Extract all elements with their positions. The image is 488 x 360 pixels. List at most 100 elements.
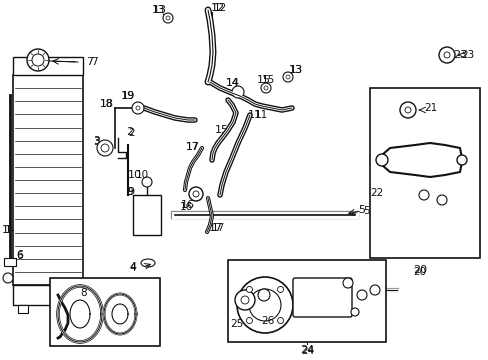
Circle shape [3,273,13,283]
Text: 13: 13 [151,5,164,15]
Text: 23: 23 [452,50,466,60]
Circle shape [248,289,281,321]
Circle shape [237,277,292,333]
Circle shape [241,296,248,304]
Text: 10: 10 [128,170,142,180]
Text: 25: 25 [230,319,243,329]
Bar [227,260,385,342]
Text: 17: 17 [208,223,223,233]
Circle shape [350,308,358,316]
Bar [133,195,161,235]
Circle shape [101,144,109,152]
Text: 22: 22 [369,188,383,198]
Circle shape [136,106,140,110]
Text: 16: 16 [179,202,192,212]
Text: 2: 2 [126,127,133,137]
Circle shape [456,155,466,165]
Text: 16: 16 [181,200,195,210]
Text: 8: 8 [81,288,88,298]
Circle shape [443,52,449,58]
Circle shape [285,75,289,79]
Circle shape [399,102,415,118]
Text: 15: 15 [257,75,270,85]
FancyBboxPatch shape [292,278,351,317]
Text: 7: 7 [91,57,98,67]
Text: 8: 8 [81,288,87,298]
Text: 22: 22 [370,187,385,197]
Circle shape [163,13,173,23]
Text: 26: 26 [261,316,274,326]
Text: 5: 5 [362,206,369,216]
Bar [4,258,16,266]
Text: 14: 14 [225,78,238,88]
Text: 17: 17 [185,142,200,152]
Ellipse shape [141,259,155,267]
Text: 13: 13 [288,65,303,75]
Text: 19: 19 [121,91,134,101]
Text: 13: 13 [153,5,167,15]
Text: 21: 21 [415,103,429,113]
Text: 4: 4 [129,262,136,272]
Text: 24: 24 [301,346,314,356]
Text: 11: 11 [254,110,268,120]
Circle shape [189,187,203,201]
Circle shape [418,190,428,200]
Text: 19: 19 [121,91,135,101]
Text: 26: 26 [261,315,274,325]
Circle shape [436,195,446,205]
Bar [50,278,160,346]
Circle shape [342,278,352,288]
Circle shape [356,290,366,300]
Text: 20: 20 [412,265,426,275]
Text: 3: 3 [93,136,99,146]
Bar [65,305,75,313]
Text: 6: 6 [17,250,23,260]
Circle shape [277,318,283,324]
Circle shape [27,49,49,71]
Text: 17: 17 [211,223,224,233]
Circle shape [438,47,454,63]
Circle shape [193,191,199,197]
Text: 12: 12 [213,3,226,13]
Bar [13,285,83,305]
Text: 18: 18 [99,99,112,109]
Circle shape [165,16,170,20]
Text: 24: 24 [299,345,313,355]
Text: 13: 13 [289,65,302,75]
Text: 1: 1 [5,225,11,235]
Circle shape [97,140,113,156]
Circle shape [283,72,292,82]
Text: 9: 9 [126,187,133,197]
Text: 4: 4 [129,263,136,273]
Circle shape [235,290,254,310]
Text: 17: 17 [185,142,198,152]
Circle shape [375,154,387,166]
Circle shape [277,287,283,292]
Circle shape [258,289,269,301]
Circle shape [404,107,410,113]
Circle shape [231,86,244,98]
Circle shape [246,318,252,324]
Text: 25: 25 [230,318,244,328]
Circle shape [32,54,44,66]
Circle shape [261,83,270,93]
Circle shape [369,285,379,295]
Text: 12: 12 [210,3,224,13]
Bar [13,75,83,285]
Text: 21: 21 [423,103,436,113]
Text: 3: 3 [93,137,101,147]
Text: 10: 10 [136,170,149,180]
Text: 23: 23 [460,50,473,60]
Bar [13,57,83,75]
Text: 15: 15 [261,75,274,85]
Text: 9: 9 [127,187,134,197]
Text: 1: 1 [1,225,8,235]
Text: 11: 11 [247,110,262,120]
Bar [18,305,28,313]
Text: 18: 18 [100,99,114,109]
Text: 7: 7 [86,57,93,67]
Text: 6: 6 [17,251,23,261]
Circle shape [132,102,143,114]
Text: 5: 5 [358,205,365,215]
Text: 14: 14 [225,78,240,88]
